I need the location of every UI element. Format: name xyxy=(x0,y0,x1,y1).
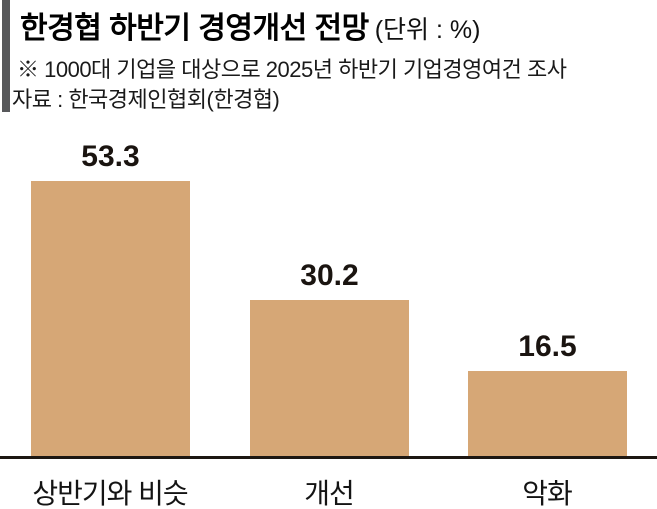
x-axis-baseline xyxy=(0,456,657,459)
bar-category-label: 상반기와 비슷 xyxy=(32,478,188,509)
bar-category-label: 악화 xyxy=(522,478,573,509)
bar xyxy=(250,300,409,456)
unit-label: (단위 : %) xyxy=(374,16,481,44)
bar-value-label: 53.3 xyxy=(81,140,140,173)
page-title: 한경협 하반기 경영개선 전망 xyxy=(20,12,369,45)
survey-note: ※ 1000대 기업을 대상으로 2025년 하반기 기업경영여건 조사 xyxy=(17,57,567,82)
bar-category-label: 개선 xyxy=(304,478,355,509)
header-accent-bar xyxy=(2,0,10,112)
header: 한경협 하반기 경영개선 전망 (단위 : %) xyxy=(20,3,480,47)
source-credit: 자료 : 한국경제인협회(한경협) xyxy=(12,87,280,112)
bar xyxy=(468,371,627,456)
bar-value-label: 30.2 xyxy=(300,259,359,292)
bar-value-label: 16.5 xyxy=(518,330,577,363)
bar xyxy=(31,181,190,456)
